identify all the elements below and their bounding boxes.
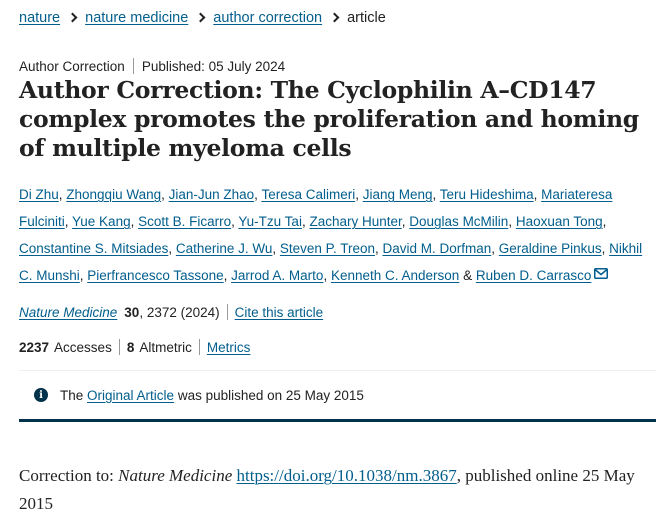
author-link[interactable]: David M. Dorfman (382, 241, 492, 256)
cite-this-article-link[interactable]: Cite this article (234, 304, 324, 320)
original-article-notice: i The Original Article was published on … (19, 370, 656, 422)
correction-prefix: Correction to: (19, 466, 119, 485)
author-separator: , (355, 187, 363, 202)
author-link[interactable]: Teresa Calimeri (261, 187, 356, 202)
accesses-label: Accesses (54, 339, 112, 355)
author-link[interactable]: Mariateresa Fulciniti (19, 187, 613, 229)
article-meta: Author Correction Published: 05 July 202… (19, 58, 285, 74)
author-separator: , (491, 241, 499, 256)
author-separator: , (231, 214, 239, 229)
author-separator: , (79, 268, 88, 283)
author-link[interactable]: Jarrod A. Marto (231, 268, 324, 283)
author-separator: , (401, 214, 410, 229)
author-link[interactable]: Douglas McMilin (409, 214, 509, 229)
author-link[interactable]: Geraldine Pinkus (498, 241, 602, 256)
breadcrumb-current: article (347, 10, 386, 26)
breadcrumb-link-author-correction[interactable]: author correction (213, 10, 323, 26)
original-article-link[interactable]: Original Article (87, 387, 175, 403)
author-separator: , (272, 241, 280, 256)
article-type: Author Correction (19, 58, 125, 74)
breadcrumb-link-nature[interactable]: nature (19, 10, 61, 26)
notice-suffix: was published on 25 May 2015 (174, 387, 364, 403)
divider (226, 304, 228, 320)
breadcrumb-link-nature-medicine[interactable]: nature medicine (85, 10, 189, 26)
author-link[interactable]: Kenneth C. Anderson (330, 268, 460, 283)
chevron-right-icon (67, 12, 78, 22)
notice-text: The Original Article was published on 25… (60, 388, 364, 403)
author-separator: , (130, 214, 139, 229)
author-list: Di Zhu, Zhongqiu Wang, Jian-Jun Zhao, Te… (19, 181, 659, 290)
author-link[interactable]: Zachary Hunter (309, 214, 402, 229)
accesses-count: 2237 (19, 339, 50, 355)
author-links: Di Zhu, Zhongqiu Wang, Jian-Jun Zhao, Te… (19, 187, 642, 283)
page-title: Author Correction: The Cyclophilin A–CD1… (19, 76, 639, 162)
doi-link[interactable]: https://doi.org/10.1038/nm.3867 (236, 466, 457, 485)
author-link[interactable]: Zhongqiu Wang (66, 187, 162, 202)
divider (198, 339, 200, 355)
article-metrics: 2237 Accesses 8 Altmetric Metrics (19, 339, 250, 355)
volume: 30 (124, 304, 140, 320)
author-separator: , (432, 187, 440, 202)
author-link[interactable]: Di Zhu (19, 187, 59, 202)
journal-link[interactable]: Nature Medicine (19, 304, 118, 320)
published-date: Published: 05 July 2024 (141, 58, 286, 74)
correction-suffix: , published online 25 May 2015 (19, 466, 635, 513)
author-link[interactable]: Nikhil C. Munshi (19, 241, 643, 283)
author-separator: , (58, 187, 67, 202)
author-link-last[interactable]: Ruben D. Carrasco (475, 268, 592, 283)
author-separator: , (64, 214, 73, 229)
correction-journal: Nature Medicine (118, 466, 233, 485)
author-link[interactable]: Haoxuan Tong (515, 214, 603, 229)
author-link[interactable]: Steven P. Treon (279, 241, 375, 256)
correction-statement: Correction to: Nature Medicine https://d… (19, 462, 659, 518)
author-link[interactable]: Catherine J. Wu (175, 241, 273, 256)
altmetric-label: Altmetric (139, 339, 192, 355)
notice-prefix: The (60, 387, 88, 403)
divider (118, 339, 120, 355)
chevron-right-icon (195, 12, 206, 22)
author-link[interactable]: Jian-Jun Zhao (168, 187, 255, 202)
author-link[interactable]: Pierfrancesco Tassone (87, 268, 224, 283)
author-separator: , (168, 241, 176, 256)
author-link[interactable]: Constantine S. Mitsiades (19, 241, 169, 256)
author-separator: , (602, 214, 607, 229)
author-link[interactable]: Scott B. Ficarro (138, 214, 232, 229)
chevron-right-icon (329, 12, 340, 22)
authors-conjunction: & (463, 268, 473, 283)
author-separator: , (533, 187, 542, 202)
divider (132, 58, 134, 74)
altmetric-count: 8 (126, 339, 135, 355)
author-separator: , (508, 214, 516, 229)
author-separator: , (161, 187, 169, 202)
author-separator: , (601, 241, 610, 256)
author-separator: , (374, 241, 383, 256)
author-separator: , (223, 268, 232, 283)
author-link[interactable]: Jiang Meng (362, 187, 433, 202)
pages-year: , 2372 (2024) (139, 304, 220, 320)
author-separator: , (323, 268, 331, 283)
info-icon: i (34, 388, 48, 402)
breadcrumb: nature nature medicine author correction… (19, 10, 386, 26)
metrics-link[interactable]: Metrics (206, 339, 251, 355)
author-link[interactable]: Yue Kang (72, 214, 131, 229)
author-link[interactable]: Yu-Tzu Tai (238, 214, 302, 229)
mail-icon[interactable] (594, 261, 609, 288)
author-link[interactable]: Teru Hideshima (439, 187, 534, 202)
author-separator: , (254, 187, 262, 202)
author-separator: , (301, 214, 310, 229)
citation: Nature Medicine 30 , 2372 (2024) Cite th… (19, 304, 323, 320)
